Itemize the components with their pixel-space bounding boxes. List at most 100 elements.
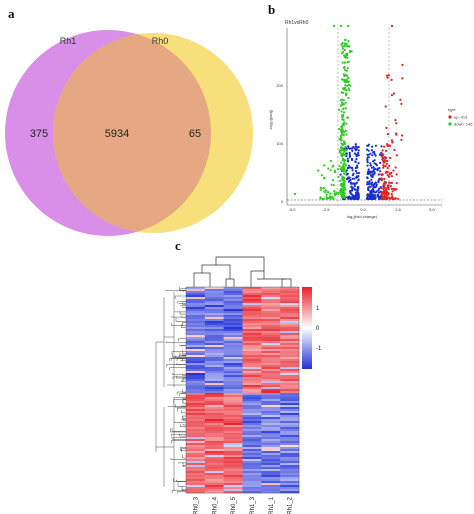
volcano-point [385,187,388,190]
volcano-point [400,138,403,141]
heatmap-cell [261,405,281,408]
heatmap-cell [242,341,262,344]
heatmap-cell [280,437,300,440]
heatmap-cell [223,387,243,390]
volcano-point [355,154,358,157]
heatmap-cell [223,323,243,326]
heatmap-cell [186,309,206,312]
volcano-point [382,166,385,169]
volcano-point [366,156,369,159]
volcano-point [344,164,347,167]
heatmap-cell [223,427,243,430]
heatmap-cells [186,287,300,494]
volcano-point [340,161,343,164]
volcano-point [390,139,393,142]
heatmap-cell [186,307,206,310]
heatmap-cell [242,305,262,308]
heatmap-cell [186,301,206,304]
heatmap-cell [261,389,281,392]
volcano-point [329,192,332,195]
volcano-point [373,162,376,165]
heatmap-cell [242,335,262,338]
heatmap-cell [261,345,281,348]
heatmap-cell [186,419,206,422]
heatmap-cell [280,385,300,388]
heatmap-cell [280,447,300,450]
heatmap-cell [261,435,281,438]
row-dendrogram [155,287,186,494]
heatmap-cell [223,331,243,334]
volcano-point [389,185,392,188]
heatmap-cell [186,321,206,324]
volcano-point [388,164,391,167]
heatmap-cell [204,389,224,392]
volcano-point [384,105,387,108]
heatmap-cell [261,307,281,310]
heatmap-cell [280,481,300,484]
heatmap-cell [242,385,262,388]
heatmap-cell [204,309,224,312]
volcano-point [374,197,377,200]
volcano-point [342,107,345,110]
heatmap-cell [204,359,224,362]
heatmap-cell [242,399,262,402]
heatmap-cell [186,405,206,408]
volcano-point [354,160,357,163]
heatmap-cell [223,455,243,458]
volcano-point [345,122,348,125]
heatmap-cell [223,353,243,356]
volcano-point [366,193,369,196]
volcano-point [345,54,348,57]
volcano-point [382,161,385,164]
volcano-point [317,169,320,172]
volcano-point [353,185,356,188]
volcano-point [386,133,389,136]
heatmap-cell [204,427,224,430]
volcano-point [344,149,347,152]
heatmap-cell [261,479,281,482]
heatmap-cell [223,399,243,402]
volcano-point [381,156,384,159]
volcano-point [386,143,389,146]
volcano-point [380,191,383,194]
heatmap-cell [186,327,206,330]
volcano-point [346,80,350,84]
heatmap-cell [204,331,224,334]
heatmap-cell [261,387,281,390]
heatmap-cell [261,421,281,424]
heatmap-cell [280,361,300,364]
heatmap-cell [280,389,300,392]
volcano-point [341,61,344,64]
heatmap-cell [186,395,206,398]
heatmap-cell [223,471,243,474]
volcano-point [386,184,389,187]
heatmap-cell [204,411,224,414]
volcano-y-tick-2: 200 [276,83,283,88]
heatmap-cell [261,391,281,394]
volcano-point [355,172,358,175]
heatmap-cell [186,303,206,306]
heatmap-cell [261,293,281,296]
volcano-point [325,197,329,200]
heatmap-cell [223,415,243,418]
heatmap-cell [204,333,224,336]
heatmap-cell [280,305,300,308]
volcano-point [329,159,332,163]
heatmap-cell [204,453,224,456]
heatmap-cell [242,463,262,466]
volcano-point [343,192,346,195]
volcano-point [347,177,350,180]
volcano-point [339,184,342,187]
heatmap-cell [242,435,262,438]
heatmap-cell [261,323,281,326]
heatmap-cell [223,319,243,322]
volcano-point [342,91,345,94]
heatmap-cell [223,371,243,374]
heatmap-cell [204,437,224,440]
heatmap-cell [261,321,281,324]
volcano-point [354,197,357,201]
heatmap-cell [280,463,300,466]
heatmap-cell [280,391,300,394]
heatmap-cell [186,447,206,450]
heatmap-sample-label: Rh1_1 [269,496,275,514]
